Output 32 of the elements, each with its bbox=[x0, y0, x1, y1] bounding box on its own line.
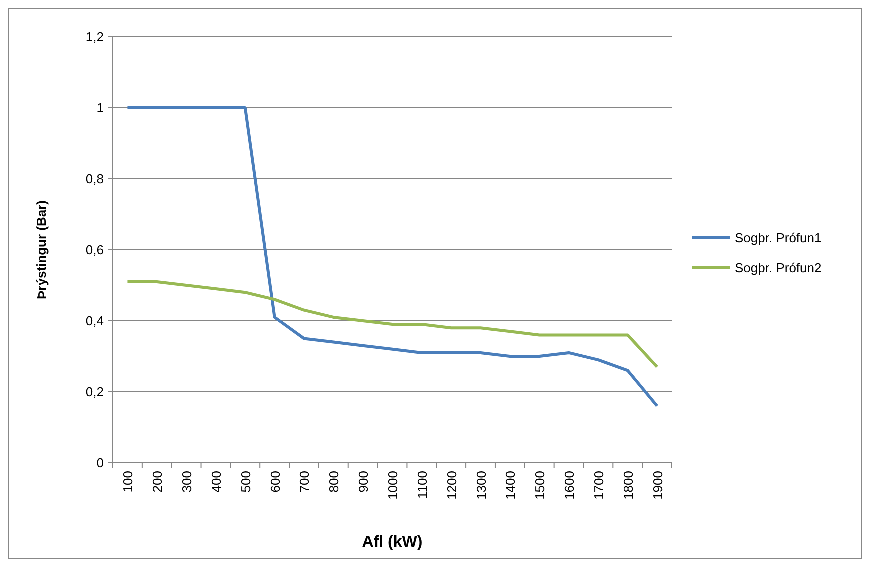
x-tick-label: 400 bbox=[208, 471, 224, 493]
line-series bbox=[126, 106, 659, 408]
y-tick-label: 0,4 bbox=[86, 314, 104, 329]
y-tick-label: 0 bbox=[96, 456, 104, 471]
y-tick-label: 0,6 bbox=[86, 242, 104, 258]
x-tick-label: 1000 bbox=[386, 471, 400, 500]
x-tick-label: 1200 bbox=[444, 471, 460, 500]
y-tick-label: 0,8 bbox=[86, 172, 104, 187]
x-tick-label: 800 bbox=[326, 471, 342, 493]
x-tick-label: 200 bbox=[150, 471, 166, 493]
y-tick-label: 0,2 bbox=[86, 384, 104, 400]
x-tick-label: 1600 bbox=[562, 471, 578, 500]
x-tick-label: 900 bbox=[356, 471, 372, 493]
line-series bbox=[126, 280, 659, 369]
x-axis-title: Afl (kW) bbox=[362, 534, 423, 551]
y-tick-label: 1,2 bbox=[86, 30, 104, 45]
y-tick-label: 1 bbox=[96, 100, 104, 116]
x-tick-label: 1100 bbox=[414, 471, 430, 499]
legend-label: Sogþr. Prófun2 bbox=[735, 260, 822, 276]
x-tick-label: 600 bbox=[268, 471, 283, 493]
x-tick-label: 1500 bbox=[532, 471, 548, 500]
x-tick-label: 1700 bbox=[591, 471, 606, 500]
legend-label: Sogþr. Prófun1 bbox=[735, 230, 822, 246]
x-tick-label: 700 bbox=[297, 471, 312, 493]
y-axis-title: Þrýstingur (Bar) bbox=[34, 200, 49, 300]
x-tick-label: 1400 bbox=[503, 471, 518, 500]
x-tick-label: 1800 bbox=[620, 471, 636, 500]
x-tick-label: 100 bbox=[120, 471, 136, 493]
x-tick-label: 1900 bbox=[650, 471, 666, 500]
x-tick-label: 1300 bbox=[474, 471, 489, 500]
x-tick-label: 500 bbox=[238, 471, 254, 493]
x-tick-label: 300 bbox=[180, 471, 195, 493]
